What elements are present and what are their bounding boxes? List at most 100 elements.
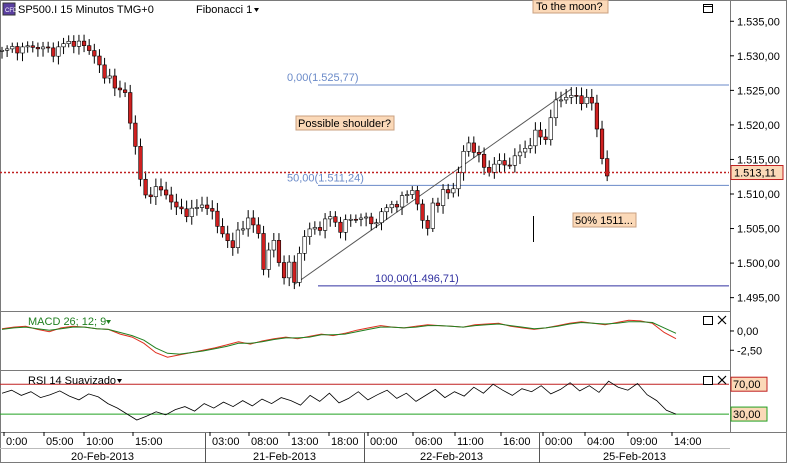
symbol-badge-icon[interactable] xyxy=(2,2,16,16)
fibonacci-level-label: 100,00(1.496,71) xyxy=(375,273,459,285)
price-tick-label: 1.535,00 xyxy=(737,16,780,28)
time-tick-label: 10:00 xyxy=(86,436,114,448)
candle-body xyxy=(302,236,307,254)
candle-body xyxy=(456,172,461,190)
candle-body xyxy=(328,216,333,220)
candle-body xyxy=(230,240,235,248)
candle-body xyxy=(51,47,56,57)
candle-body xyxy=(487,167,492,173)
candle-body xyxy=(492,163,497,173)
annotation-fifty-pct: 50% 1511... xyxy=(575,215,633,227)
rsi-band-label: 70,00 xyxy=(733,379,761,391)
candle-body xyxy=(97,55,102,66)
candle-body xyxy=(497,160,502,165)
candle-body xyxy=(174,201,179,208)
candle-body xyxy=(158,186,164,191)
candle-body xyxy=(199,204,205,208)
candle-body xyxy=(548,117,553,140)
price-tick-label: 1.505,00 xyxy=(737,224,780,236)
candle-body xyxy=(46,46,51,49)
macd-close-icon[interactable] xyxy=(717,315,727,325)
candle-body xyxy=(30,45,35,48)
candle-body xyxy=(553,99,558,119)
candle-body xyxy=(189,207,194,217)
candle-body xyxy=(184,208,189,217)
candle-body xyxy=(420,203,425,221)
macd-maximize-icon[interactable] xyxy=(703,316,713,325)
candle-body xyxy=(246,217,251,230)
annotation-to-the-moon-box[interactable] xyxy=(532,0,609,14)
candle-body xyxy=(323,218,328,231)
macd-title[interactable]: MACD 26; 12; 9 xyxy=(28,316,106,328)
candle-body xyxy=(502,160,507,166)
price-tick-label: 1.530,00 xyxy=(737,51,780,63)
time-tick-label: 18:00 xyxy=(331,436,359,448)
candle-body xyxy=(287,261,292,279)
candle-body xyxy=(194,207,199,209)
candle-body xyxy=(476,152,482,155)
candle-body xyxy=(574,95,579,97)
candle-body xyxy=(61,43,66,48)
candle-body xyxy=(523,148,528,153)
price-axis-ticks: 1.535,00 1.530,00 1.525,00 1.520,00 1.515,00… xyxy=(730,16,780,305)
fibonacci-menu[interactable]: Fibonacci 1 xyxy=(196,4,252,16)
candle-body xyxy=(599,128,605,159)
candle-body xyxy=(5,48,10,51)
candle-body xyxy=(512,155,517,166)
date-label: 20-Feb-2013 xyxy=(71,451,134,463)
candle-body xyxy=(594,102,600,130)
macd-chevron-down-icon[interactable] xyxy=(106,320,111,324)
trendline-segment[interactable] xyxy=(294,88,572,285)
candle-body xyxy=(225,233,230,242)
rsi-title[interactable]: RSI 14 Suavizado xyxy=(28,375,116,387)
price-tick-label: 1.525,00 xyxy=(737,85,780,97)
maximize-icon[interactable] xyxy=(703,4,713,13)
candle-body xyxy=(71,41,76,47)
candle-body xyxy=(333,216,338,223)
candle-body xyxy=(107,75,112,79)
chevron-down-icon[interactable] xyxy=(254,8,259,12)
candle-body xyxy=(87,45,92,51)
annotation-possible-shoulder-box[interactable] xyxy=(295,115,395,131)
date-label: 21-Feb-2013 xyxy=(253,451,316,463)
candle-body xyxy=(430,202,435,229)
macd-tick-label: 0,00 xyxy=(737,326,758,338)
candle-body xyxy=(312,227,317,230)
candle-body xyxy=(307,228,312,237)
price-tick-label: 1.500,00 xyxy=(737,258,780,270)
candle-body xyxy=(112,75,117,89)
macd-tick-label: -2,50 xyxy=(737,345,762,357)
candle-body xyxy=(20,46,25,54)
candle-body xyxy=(538,129,543,138)
time-tick-label: 00:00 xyxy=(370,436,398,448)
time-tick-label: 04:00 xyxy=(587,436,615,448)
candle-body xyxy=(164,189,169,196)
rsi-chevron-down-icon[interactable] xyxy=(117,379,122,383)
rsi-maximize-icon[interactable] xyxy=(703,376,713,385)
candle-body xyxy=(425,220,430,229)
time-tick-label: 03:00 xyxy=(212,436,240,448)
trendline[interactable] xyxy=(294,88,572,285)
candle-body xyxy=(92,50,97,57)
annotation-fifty-pct-box[interactable] xyxy=(572,212,637,228)
candle-body xyxy=(389,204,394,209)
candle-body xyxy=(292,261,297,283)
time-tick-label: 15:00 xyxy=(135,436,163,448)
candle-body xyxy=(15,46,20,54)
fibonacci-levels[interactable]: 0,00(1.525,77) 50,00(1.511,24) 100,00(1.49… xyxy=(287,72,729,287)
candle-body xyxy=(471,142,476,153)
current-price-box xyxy=(730,165,784,181)
rsi-band-box xyxy=(730,406,768,422)
annotation-possible-shoulder: Possible shoulder? xyxy=(298,118,391,130)
candle-body xyxy=(507,164,512,167)
candle-body xyxy=(343,219,348,233)
date-label: 25-Feb-2013 xyxy=(603,451,666,463)
time-axis: 0:00 05:00 10:00 15:00 03:00 08:00 13:00 18:00 0… xyxy=(3,432,702,463)
rsi-close-icon[interactable] xyxy=(717,375,727,385)
candle-body xyxy=(179,206,184,210)
time-tick-label: 13:00 xyxy=(291,436,319,448)
price-tick-label: 1.510,00 xyxy=(737,189,780,201)
candle-body xyxy=(215,210,220,227)
